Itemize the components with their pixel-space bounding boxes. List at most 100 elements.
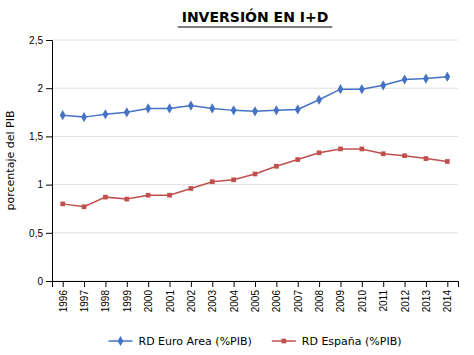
data-point (273, 105, 279, 115)
y-tick-mark (46, 40, 52, 41)
data-point (188, 100, 194, 110)
x-tick-label: 1998 (100, 290, 111, 313)
data-point (295, 157, 300, 162)
x-tick-mark (170, 281, 171, 287)
x-tick: 2001 (165, 281, 176, 312)
x-tick: 2009 (335, 281, 346, 312)
x-tick-label: 2002 (186, 290, 197, 313)
y-tick: 0,5 (29, 228, 52, 239)
data-point (338, 84, 344, 94)
x-tick-label: 2006 (271, 290, 282, 313)
x-tick-mark (255, 281, 256, 287)
data-point (60, 202, 65, 207)
data-point (402, 74, 408, 84)
data-point (274, 164, 279, 169)
x-tick-mark (84, 281, 85, 287)
y-tick: 0 (37, 276, 52, 287)
data-point (444, 72, 450, 82)
x-tick-mark (234, 281, 235, 287)
data-point (189, 186, 194, 191)
legend-item: RD España (%PIB) (272, 335, 402, 348)
y-tick: 2 (37, 83, 52, 94)
x-tick-label: 2010 (357, 290, 368, 313)
x-tick-label: 2001 (165, 290, 176, 313)
data-point (167, 193, 172, 198)
data-point (124, 197, 129, 202)
data-point (423, 73, 429, 83)
y-axis: 0 0,5 1 1,5 2 2,5 (29, 35, 52, 287)
data-point (381, 151, 386, 156)
x-tick-mark (298, 281, 299, 287)
y-tick-mark (46, 233, 52, 234)
grid-line (52, 40, 458, 41)
legend-item: RD Euro Area (%PIB) (109, 335, 252, 348)
data-point (103, 195, 108, 200)
x-tick-label: 2003 (207, 290, 218, 313)
data-point (402, 153, 407, 158)
data-point (252, 106, 258, 116)
x-tick: 2008 (314, 281, 325, 312)
chart-svg: 0 0,5 1 1,5 2 2,5 1996 1997 1998 1999 2000 2001 2002… (0, 0, 474, 355)
x-tick: 2011 (378, 281, 389, 312)
x-tick-label: 2011 (378, 290, 389, 312)
x-tick-mark (405, 281, 406, 287)
grid-line (52, 88, 458, 89)
x-tick-mark (340, 281, 341, 287)
y-tick-mark (46, 136, 52, 137)
title-underline (178, 27, 333, 28)
x-tick-mark (426, 281, 427, 287)
x-tick-mark (191, 281, 192, 287)
x-tick-mark (148, 281, 149, 287)
grid (52, 40, 458, 281)
chart-container: 0 0,5 1 1,5 2 2,5 1996 1997 1998 1999 2000 2001 2002… (0, 0, 474, 355)
legend-label: RD España (%PIB) (302, 335, 402, 348)
x-axis-line (53, 282, 459, 288)
x-tick-mark (319, 281, 320, 287)
series (60, 147, 449, 210)
y-tick-mark (46, 88, 52, 89)
x-tick: 2003 (207, 281, 218, 312)
data-point (209, 103, 215, 113)
x-tick-label: 1997 (79, 290, 90, 313)
x-tick: 1996 (58, 281, 69, 312)
data-point (231, 177, 236, 182)
data-point (424, 156, 429, 161)
x-tick-label: 2005 (250, 290, 261, 313)
data-point (60, 110, 66, 120)
x-tick-mark (105, 281, 106, 287)
y-tick-label: 1,5 (29, 131, 43, 142)
x-tick-mark (447, 281, 448, 287)
grid-line (52, 184, 458, 185)
x-tick-label: 2008 (314, 290, 325, 313)
data-point (317, 150, 322, 155)
series (60, 72, 451, 123)
x-tick: 2002 (186, 281, 197, 312)
data-point (102, 109, 108, 119)
y-tick: 2,5 (29, 35, 52, 46)
x-tick-label: 2000 (143, 290, 154, 313)
y-tick-mark (46, 281, 52, 282)
data-point (145, 103, 151, 113)
x-tick: 1999 (122, 281, 133, 312)
y-tick: 1,5 (29, 131, 52, 142)
x-tick-mark (212, 281, 213, 287)
x-tick: 2010 (357, 281, 368, 312)
data-point (380, 80, 386, 90)
y-tick-label: 1 (37, 179, 43, 190)
x-tick-label: 2013 (421, 290, 432, 313)
x-tick: 2014 (442, 281, 453, 312)
y-axis-title: porcentaje del PIB (4, 111, 17, 211)
x-tick-label: 1996 (58, 290, 69, 313)
x-tick: 2007 (293, 281, 304, 312)
y-tick-label: 2 (37, 83, 43, 94)
data-point (210, 179, 215, 184)
x-tick-label: 2009 (335, 290, 346, 313)
series-line (63, 77, 448, 117)
data-point (231, 105, 237, 115)
x-tick: 2006 (271, 281, 282, 312)
y-tick-mark (46, 185, 52, 186)
grid-line (52, 232, 458, 233)
x-tick-mark (362, 281, 363, 287)
data-point (81, 112, 87, 122)
data-point (338, 147, 343, 152)
